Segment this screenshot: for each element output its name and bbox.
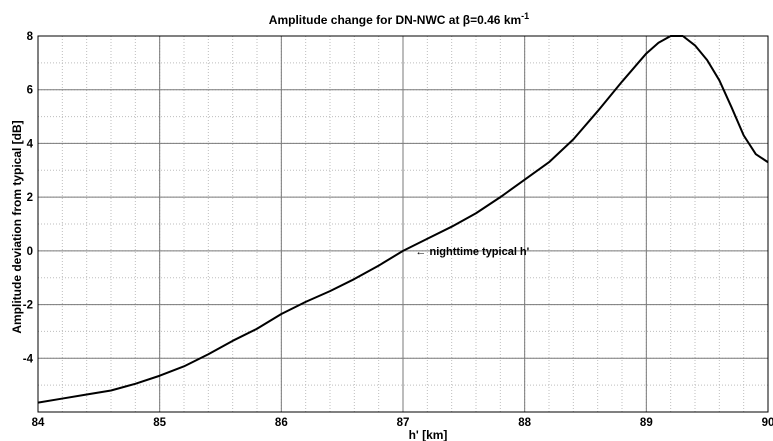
plot-area-frame <box>37 35 769 413</box>
y-tick-label: 8 <box>27 31 34 43</box>
y-tick-label: 0 <box>27 246 33 258</box>
chart-title: Amplitude change for DN-NWC at β=0.46 km… <box>269 11 529 27</box>
chart-title-text: Amplitude change for DN-NWC at β=0.46 km <box>269 13 521 27</box>
x-tick-label: 88 <box>518 417 531 429</box>
y-tick-labels: -4 -2 0 2 4 6 8 <box>23 31 34 365</box>
annotations: ← nighttime typical h' <box>415 246 529 258</box>
x-tick-label: 87 <box>397 417 410 429</box>
series-layer <box>37 35 769 404</box>
y-tick-label: -4 <box>23 353 34 365</box>
x-tick-label: 89 <box>640 417 653 429</box>
x-axis-label: h' [km] <box>409 428 448 441</box>
chart-title-superscript: -1 <box>521 11 529 21</box>
y-tick-label: 4 <box>27 138 34 150</box>
x-tick-label: 90 <box>762 417 773 429</box>
x-tick-label: 84 <box>32 417 45 429</box>
series-line <box>37 35 769 404</box>
x-tick-label: 85 <box>153 417 166 429</box>
y-tick-label: 2 <box>27 192 33 204</box>
annotation-label: ← nighttime typical h' <box>415 246 529 258</box>
major-grid <box>37 35 769 412</box>
x-tick-labels: 84 85 86 87 88 89 90 <box>32 417 773 429</box>
x-tick-label: 86 <box>275 417 288 429</box>
y-axis-label: Amplitude deviation from typical [dB] <box>10 120 24 333</box>
y-tick-label: 6 <box>27 85 33 97</box>
y-tick-label: -2 <box>23 300 33 312</box>
